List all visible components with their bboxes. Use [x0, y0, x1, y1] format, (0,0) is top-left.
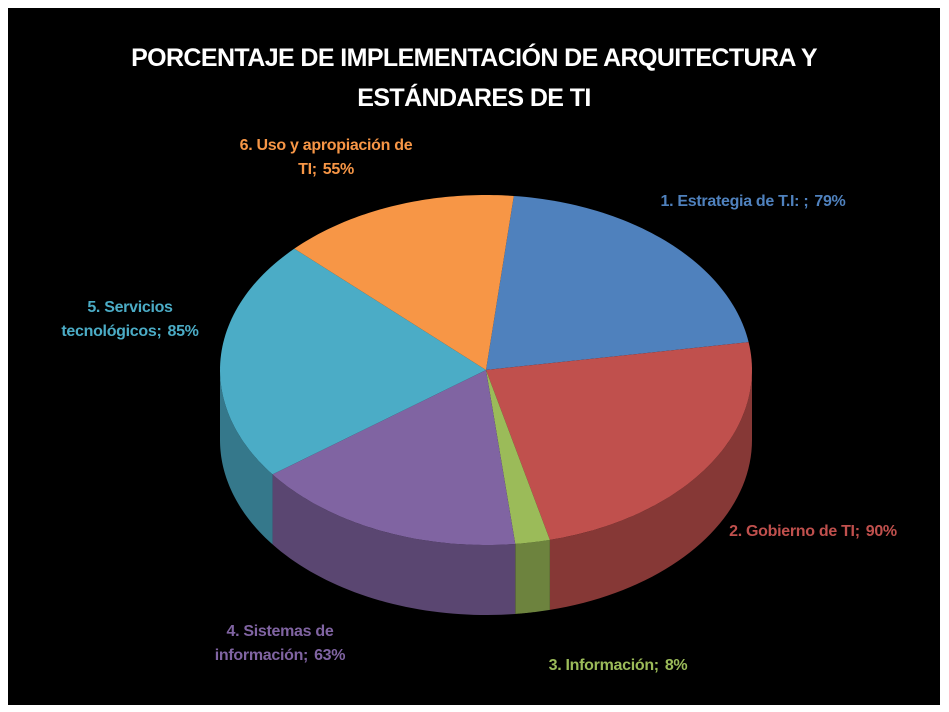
chart-title: PORCENTAJE DE IMPLEMENTACIÓN DE ARQUITEC… [131, 44, 817, 112]
chart: PORCENTAJE DE IMPLEMENTACIÓN DE ARQUITEC… [8, 8, 940, 705]
data-label: 3. Información; 8% [498, 654, 738, 678]
data-label: 6. Uso y apropiación de TI; 55% [231, 134, 421, 182]
label-value: 90% [865, 523, 897, 540]
label-category: 6. Uso y apropiación de TI; [239, 137, 413, 178]
data-label: 4. Sistemas de información; 63% [185, 620, 375, 668]
data-label: 1. Estrategia de T.I: ; 79% [653, 190, 853, 214]
slice [220, 248, 486, 475]
label-category: 2. Gobierno de TI; [729, 523, 860, 540]
label-category: 1. Estrategia de T.I: ; [660, 193, 809, 210]
label-value: 55% [322, 161, 354, 178]
data-label: 2. Gobierno de TI; 90% [728, 520, 898, 544]
label-value: 79% [814, 193, 846, 210]
slice [486, 370, 550, 544]
data-label: 5. Servicios tecnológicos; 85% [35, 296, 225, 344]
label-value: 8% [664, 657, 688, 674]
slice [486, 342, 752, 540]
slice-side [220, 370, 273, 545]
slice [272, 370, 516, 545]
label-category: 4. Sistemas de información; [214, 623, 334, 664]
slice [294, 195, 514, 370]
slice [486, 195, 749, 370]
label-category: 5. Servicios tecnológicos; [61, 299, 173, 340]
slice-side [272, 474, 516, 615]
label-value: 85% [167, 323, 199, 340]
pie-area [220, 195, 752, 615]
slice-side [515, 539, 550, 614]
label-category: 3. Información; [548, 657, 659, 674]
slice-side [549, 370, 752, 610]
label-value: 63% [314, 647, 346, 664]
